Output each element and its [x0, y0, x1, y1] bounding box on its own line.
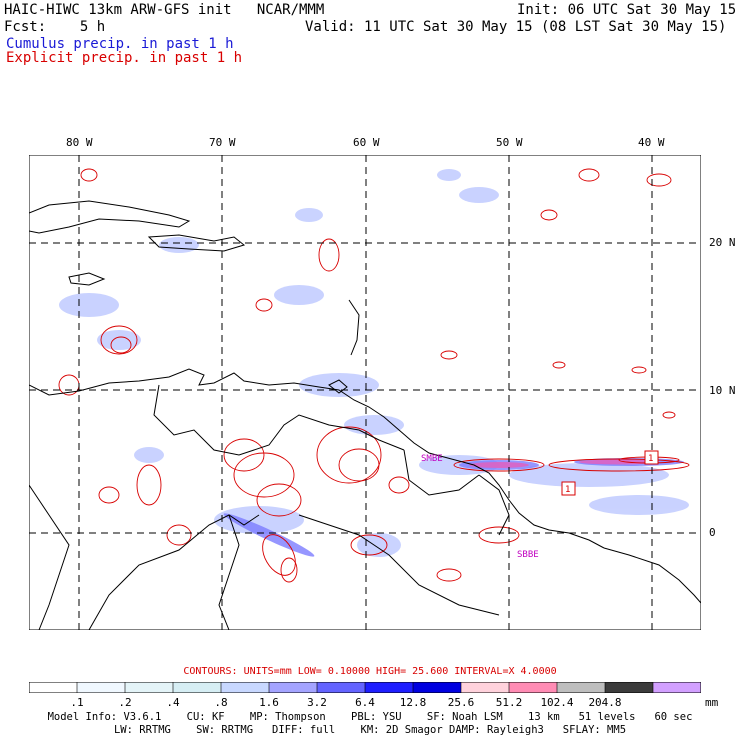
cumulus-legend: Cumulus precip. in past 1 h	[6, 36, 234, 52]
forecast-hour: Fcst: 5 h	[4, 19, 106, 35]
colorbar-cell	[316, 682, 366, 693]
colorbar-label: 204.8	[588, 696, 622, 709]
map-title: HAIC-HIWC 13km ARW-GFS init NCAR/MMM	[4, 2, 325, 18]
colorbar-label: 12.8	[399, 696, 427, 709]
colorbar-label: .4	[166, 696, 180, 709]
colorbar-cell	[364, 682, 414, 693]
colorbar-label: 1.6	[259, 696, 279, 709]
model-info-line1: Model Info: V3.6.1 CU: KF MP: Thompson P…	[47, 711, 693, 723]
lon-label-80w: 80 W	[66, 136, 93, 149]
contour-info: CONTOURS: UNITS=mm LOW= 0.10000 HIGH= 25…	[183, 666, 557, 677]
colorbar-label: .1	[70, 696, 84, 709]
station-sbbe: SBBE	[517, 550, 539, 560]
lon-label-50w: 50 W	[496, 136, 523, 149]
colorbar-cell	[412, 682, 462, 693]
colorbar	[29, 682, 701, 693]
colorbar-cell	[268, 682, 318, 693]
colorbar-cell	[29, 682, 78, 693]
valid-time: Valid: 11 UTC Sat 30 May 15 (08 LST Sat …	[305, 19, 727, 35]
station-labels: SMBE SBBE 1 1	[421, 450, 659, 560]
lat-label-0: 0	[709, 526, 716, 539]
cumulus-precip-areas	[59, 169, 689, 557]
colorbar-label: .8	[214, 696, 228, 709]
colorbar-cell	[124, 682, 174, 693]
lon-label-40w: 40 W	[638, 136, 665, 149]
explicit-legend: Explicit precip. in past 1 h	[6, 50, 243, 66]
colorbar-label: .2	[118, 696, 132, 709]
model-info-line2: LW: RRTMG SW: RRTMG DIFF: full KM: 2D Sm…	[113, 724, 627, 736]
lon-label-70w: 70 W	[209, 136, 236, 149]
colorbar-cell	[460, 682, 510, 693]
colorbar-cell	[76, 682, 126, 693]
colorbar-cell	[556, 682, 606, 693]
colorbar-units: mm	[705, 696, 719, 709]
colorbar-cell	[652, 682, 701, 693]
graticule	[29, 155, 701, 630]
lon-label-60w: 60 W	[353, 136, 380, 149]
colorbar-label: 51.2	[495, 696, 523, 709]
colorbar-cell	[220, 682, 270, 693]
colorbar-cell	[604, 682, 654, 693]
max-marker-b: 1	[648, 454, 653, 464]
coastlines	[29, 200, 701, 630]
init-time: Init: 06 UTC Sat 30 May 15	[517, 2, 737, 18]
max-marker-a: 1	[565, 485, 570, 495]
colorbar-label: 6.4	[355, 696, 375, 709]
colorbar-label: 3.2	[307, 696, 327, 709]
precip-map: SMBE SBBE 1 1	[29, 155, 701, 630]
colorbar-label: 102.4	[540, 696, 574, 709]
lat-label-20n: 20 N	[709, 236, 736, 249]
station-smbe: SMBE	[421, 454, 443, 464]
lat-label-10n: 10 N	[709, 384, 736, 397]
colorbar-label: 25.6	[447, 696, 475, 709]
colorbar-cell	[172, 682, 222, 693]
colorbar-cell	[508, 682, 558, 693]
